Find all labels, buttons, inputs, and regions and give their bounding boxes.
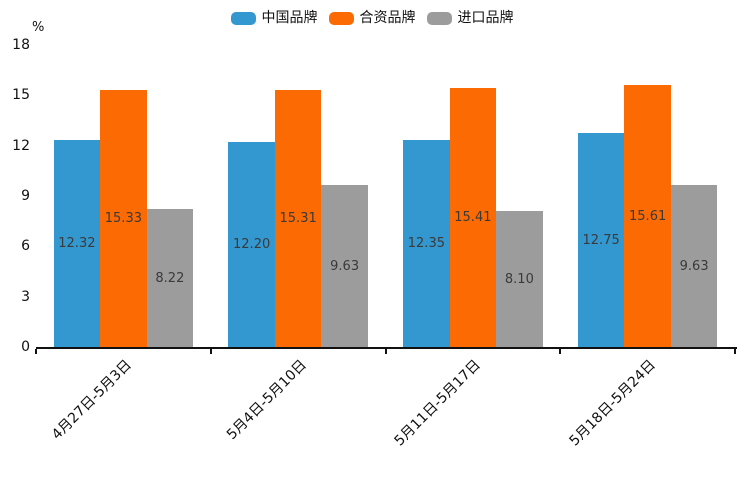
bar-value-label: 8.10 — [504, 271, 534, 287]
y-axis-tick-label: 0 — [21, 339, 30, 355]
bar-value-label: 15.33 — [104, 210, 142, 226]
legend-label-import-brand: 进口品牌 — [457, 10, 514, 26]
bar-1-0: 15.33 — [100, 89, 147, 347]
bar-value-label: 12.32 — [58, 236, 96, 252]
bar-value-label: 9.63 — [679, 258, 709, 274]
legend-label-joint-venture-brand: 合资品牌 — [359, 10, 416, 26]
x-axis-tick — [209, 349, 212, 354]
bar-1-2: 15.41 — [449, 88, 497, 347]
bar-value-label: 12.20 — [233, 237, 271, 253]
x-axis-tick — [734, 349, 736, 354]
y-axis-tick-label: 18 — [12, 37, 30, 53]
bar-value-label: 15.31 — [279, 211, 317, 227]
bar-2-1: 9.63 — [321, 185, 368, 347]
bar-value-label: 8.22 — [155, 270, 185, 286]
x-axis-label: 4月27日-5月3日 — [48, 357, 135, 443]
bar-0-0: 12.32 — [53, 140, 101, 347]
y-axis-tick-label: 9 — [21, 188, 30, 204]
legend-item-joint-venture-brand: 合资品牌 — [328, 10, 416, 26]
x-axis-tick — [35, 349, 37, 354]
bar-0-2: 12.35 — [403, 139, 450, 347]
legend-swatch-china-brand — [230, 11, 256, 25]
bar-value-label: 12.35 — [407, 235, 445, 251]
bar-value-label: 15.61 — [629, 208, 667, 224]
y-axis-tick-label: 15 — [12, 87, 30, 104]
y-axis-tick-label: 12 — [12, 137, 30, 154]
legend-swatch-import-brand — [426, 11, 452, 25]
bar-0-3: 12.75 — [577, 133, 625, 347]
x-axis-label: 5月4日-5月10日 — [223, 357, 310, 443]
x-axis-line — [36, 347, 737, 349]
y-axis-tick-label: 3 — [21, 288, 30, 305]
x-axis-tick — [384, 349, 387, 354]
legend: 中国品牌 合资品牌 进口品牌 — [0, 10, 744, 26]
x-axis-tick — [559, 349, 562, 354]
bar-0-1: 12.20 — [228, 142, 275, 347]
bar-value-label: 12.75 — [582, 232, 620, 248]
y-axis-unit-label: % — [32, 20, 45, 35]
legend-label-china-brand: 中国品牌 — [261, 10, 318, 26]
bar-value-label: 9.63 — [330, 258, 360, 274]
y-axis-tick-label: 6 — [21, 238, 30, 255]
x-axis-label: 5月18日-5月24日 — [566, 357, 659, 450]
bar-2-3: 9.63 — [670, 185, 718, 347]
bar-1-1: 15.31 — [274, 90, 322, 347]
x-axis-label: 5月11日-5月17日 — [391, 357, 485, 450]
legend-item-china-brand: 中国品牌 — [230, 10, 318, 26]
legend-swatch-joint-venture-brand — [328, 11, 354, 25]
bar-2-2: 8.10 — [496, 211, 543, 347]
bar-2-0: 8.22 — [146, 209, 194, 347]
bar-1-3: 15.61 — [624, 85, 671, 347]
legend-item-import-brand: 进口品牌 — [426, 10, 514, 26]
bar-value-label: 15.41 — [454, 210, 492, 226]
